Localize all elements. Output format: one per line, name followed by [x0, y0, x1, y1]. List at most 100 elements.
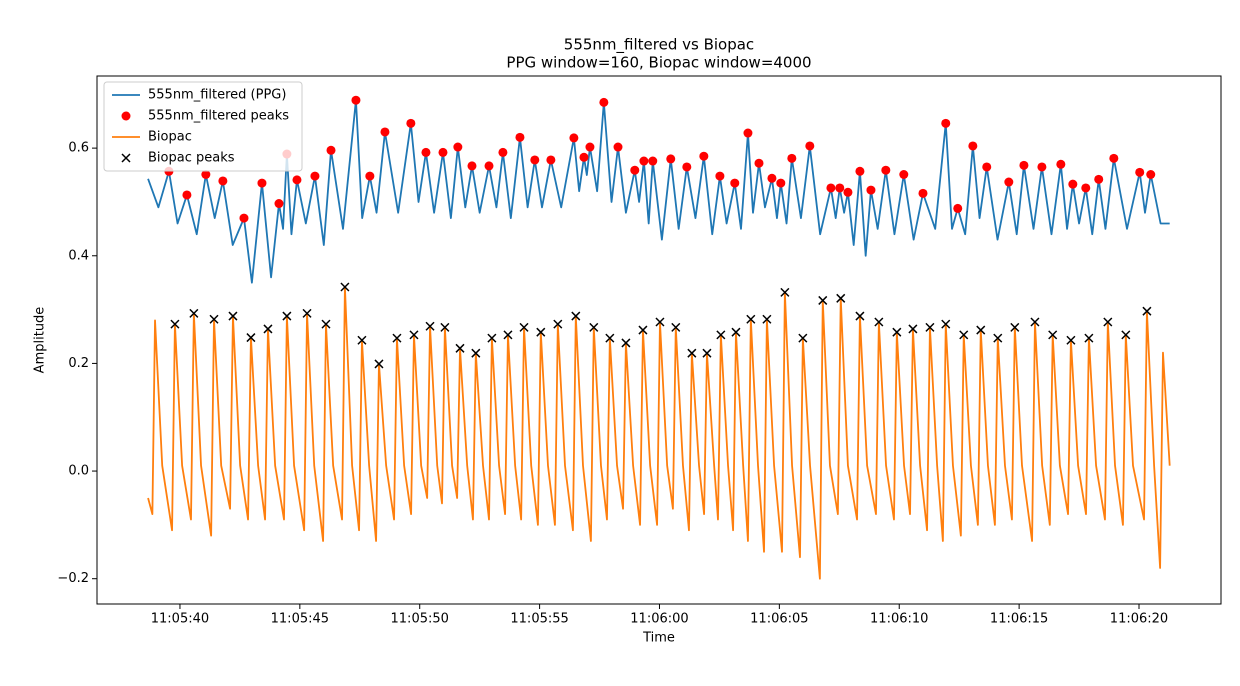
x-tick-label: 11:06:00	[630, 612, 688, 627]
peak-marker	[855, 166, 865, 176]
peak-marker	[569, 133, 579, 143]
peak-marker	[1037, 162, 1047, 172]
peak-marker	[716, 330, 726, 340]
peak-marker	[326, 145, 336, 155]
peak-marker	[530, 155, 540, 165]
peak-marker	[731, 327, 741, 337]
peak-marker	[209, 314, 219, 324]
peak-marker	[836, 293, 846, 303]
peak-marker	[571, 311, 581, 321]
peak-marker	[1048, 330, 1058, 340]
legend-swatch	[121, 153, 131, 163]
peak-marker	[908, 324, 918, 334]
peak-marker	[1135, 167, 1145, 177]
peak-marker	[1121, 330, 1131, 340]
peak-marker	[239, 213, 249, 223]
peak-marker	[599, 97, 609, 107]
peak-marker	[1081, 183, 1091, 193]
peak-marker	[1142, 306, 1152, 316]
legend-label: 555nm_filtered peaks	[148, 109, 289, 124]
peak-marker	[918, 188, 928, 198]
peak-marker	[730, 178, 740, 188]
peak-marker	[201, 169, 211, 179]
y-axis-label: Amplitude	[33, 307, 48, 374]
peak-marker	[374, 359, 384, 369]
peak-marker	[440, 322, 450, 332]
peak-marker	[638, 325, 648, 335]
legend-label: 555nm_filtered (PPG)	[148, 88, 286, 103]
peak-marker	[392, 333, 402, 343]
data-line	[147, 286, 1171, 580]
peak-marker	[687, 348, 697, 358]
peak-marker	[682, 162, 692, 172]
peak-marker	[553, 319, 563, 329]
peak-marker	[843, 187, 853, 197]
peak-marker	[855, 311, 865, 321]
peak-marker	[380, 127, 390, 137]
peak-marker	[798, 333, 808, 343]
peak-marker	[467, 161, 477, 171]
peak-marker	[780, 287, 790, 297]
y-tick-label: 0.4	[68, 248, 89, 263]
peak-marker	[746, 314, 756, 324]
peak-marker	[881, 165, 891, 175]
peak-marker	[484, 161, 494, 171]
legend-label: Biopac	[148, 130, 192, 145]
peak-marker	[754, 158, 764, 168]
peak-marker	[993, 333, 1003, 343]
peak-marker	[1068, 179, 1078, 189]
peak-marker	[702, 348, 712, 358]
peak-marker	[1103, 317, 1113, 327]
peak-marker	[613, 142, 623, 152]
peak-marker	[835, 183, 845, 193]
peak-marker	[438, 147, 448, 157]
peak-marker	[655, 317, 665, 327]
x-tick-label: 11:06:10	[870, 612, 928, 627]
peak-marker	[1019, 160, 1029, 170]
peak-marker	[1056, 159, 1066, 169]
peak-marker	[1084, 333, 1094, 343]
peak-marker	[639, 156, 649, 166]
peak-marker	[776, 178, 786, 188]
peak-marker	[503, 330, 513, 340]
peak-marker	[257, 178, 267, 188]
peak-marker	[1030, 317, 1040, 327]
peak-marker	[340, 282, 350, 292]
peak-marker	[263, 324, 273, 334]
peak-marker	[818, 295, 828, 305]
peak-marker	[1010, 322, 1020, 332]
peak-marker	[365, 171, 375, 181]
legend: 555nm_filtered (PPG) 555nm_filtered peaks…	[103, 81, 303, 172]
chart-title: 555nm_filtered vs Biopac	[564, 36, 754, 55]
peak-marker	[546, 155, 556, 165]
peak-marker	[302, 308, 312, 318]
peak-marker	[982, 162, 992, 172]
peak-marker	[246, 333, 256, 343]
peak-marker	[666, 154, 676, 164]
peak-marker	[189, 308, 199, 318]
peak-marker	[274, 199, 284, 209]
peak-marker	[630, 165, 640, 175]
y-tick-label: 0.2	[68, 356, 89, 371]
peak-marker	[471, 348, 481, 358]
y-tick-label: 0.0	[68, 464, 89, 479]
peak-marker	[959, 330, 969, 340]
peak-marker	[1094, 174, 1104, 184]
x-tick-label: 11:06:05	[750, 612, 808, 627]
peak-marker	[425, 321, 435, 331]
peak-marker	[1109, 153, 1119, 163]
peak-marker	[892, 327, 902, 337]
x-tick-label: 11:06:20	[1110, 612, 1168, 627]
peak-marker	[421, 147, 431, 157]
peak-marker	[487, 333, 497, 343]
peak-marker	[621, 338, 631, 348]
peak-marker	[357, 335, 367, 345]
peak-marker	[648, 156, 658, 166]
peak-marker	[953, 203, 963, 213]
peak-marker	[182, 190, 192, 200]
peak-marker	[767, 173, 777, 183]
peak-marker	[579, 152, 589, 162]
plot-frame	[96, 75, 1222, 605]
